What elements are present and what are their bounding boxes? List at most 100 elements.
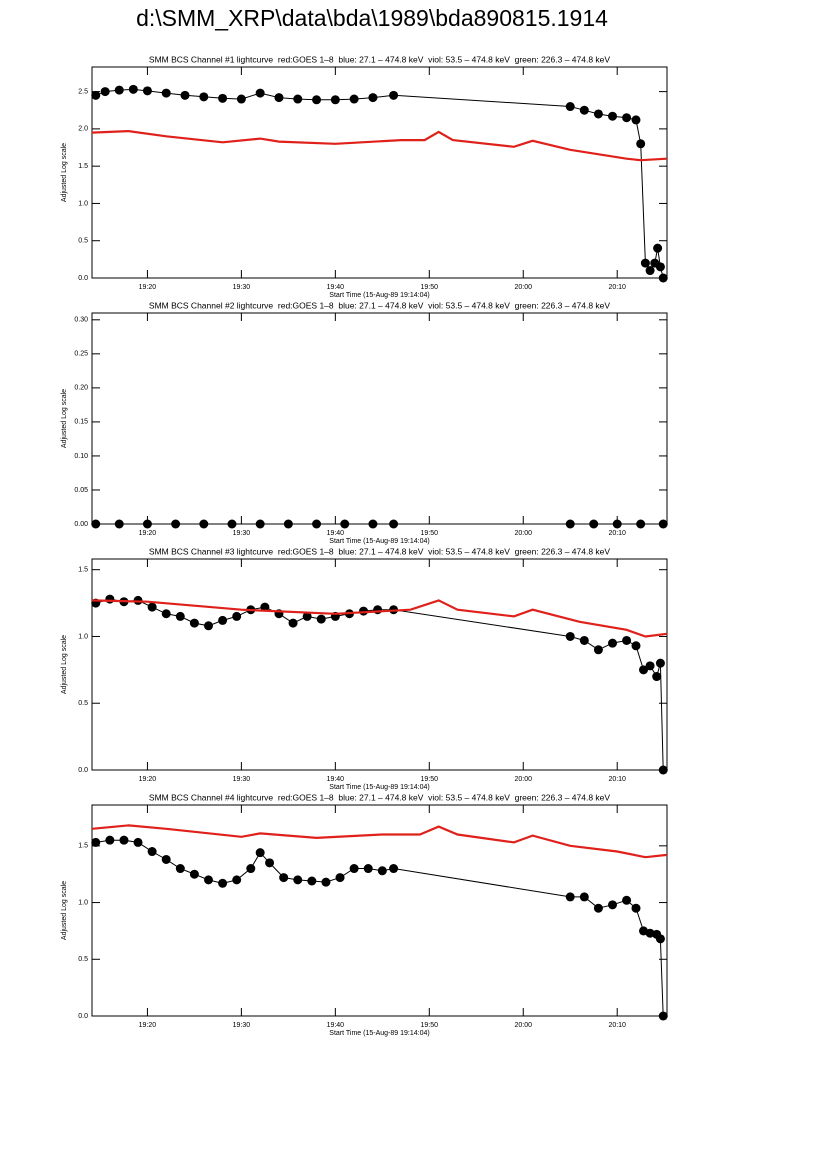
x-tick-label: 20:10 — [608, 530, 626, 537]
x-tick-label: 20:00 — [514, 1022, 532, 1029]
data-point — [161, 88, 171, 98]
x-tick-label: 20:10 — [608, 1022, 626, 1029]
data-point — [218, 615, 228, 625]
series-line — [95, 598, 664, 771]
data-point — [255, 88, 265, 98]
data-point — [246, 864, 256, 874]
chart-title: SMM BCS Channel #3 lightcurve red:GOES 1… — [149, 546, 611, 556]
data-point — [189, 869, 199, 879]
data-point — [658, 1011, 668, 1021]
data-point — [636, 139, 646, 149]
y-tick-label: 0.5 — [78, 956, 88, 963]
data-point — [119, 835, 129, 845]
data-point — [645, 266, 655, 276]
data-point — [133, 837, 143, 847]
data-point — [175, 864, 185, 874]
data-point — [91, 519, 101, 529]
y-tick-label: 0.5 — [78, 700, 88, 707]
data-point — [204, 621, 214, 631]
y-tick-label: 2.0 — [78, 126, 88, 133]
y-tick-label: 2.5 — [78, 88, 88, 95]
x-tick-label: 20:00 — [514, 530, 532, 537]
data-point — [189, 618, 199, 628]
data-point — [608, 111, 618, 121]
data-point — [218, 878, 228, 888]
page-title: d:\SMM_XRP\data\bda\1989\bda890815.1914 — [136, 5, 608, 31]
data-point — [204, 875, 214, 885]
data-point — [279, 873, 289, 883]
x-tick-label: 19:30 — [233, 530, 251, 537]
y-tick-label: 1.5 — [78, 567, 88, 574]
data-point — [631, 903, 641, 913]
y-tick-label: 0.05 — [74, 487, 88, 494]
data-point — [389, 90, 399, 100]
data-point — [645, 661, 655, 671]
data-point — [655, 262, 665, 272]
data-point — [608, 900, 618, 910]
data-point — [612, 519, 622, 529]
data-point — [232, 611, 242, 621]
data-point — [161, 854, 171, 864]
plot-frame — [91, 312, 668, 525]
x-axis-label: Start Time (15-Aug-89 19:14:04) — [329, 292, 429, 299]
data-point — [114, 519, 124, 529]
data-point — [377, 866, 387, 876]
y-tick-label: 1.5 — [78, 843, 88, 850]
data-point — [142, 86, 152, 96]
series-line — [91, 599, 668, 638]
data-point — [335, 873, 345, 883]
y-tick-label: 0.10 — [74, 453, 88, 460]
data-point — [579, 105, 589, 115]
y-tick-label: 0.00 — [74, 521, 88, 528]
x-tick-label: 20:00 — [514, 284, 532, 291]
y-tick-label: 1.0 — [78, 200, 88, 207]
data-point — [622, 113, 632, 123]
data-point — [175, 611, 185, 621]
data-point — [199, 92, 209, 102]
data-point — [639, 665, 649, 675]
series-line — [91, 824, 668, 859]
chart-title: SMM BCS Channel #2 lightcurve red:GOES 1… — [149, 300, 611, 310]
x-tick-label: 19:40 — [327, 776, 345, 783]
data-point — [105, 835, 115, 845]
data-point — [330, 95, 340, 105]
y-axis-label: Adjusted Log scale — [61, 389, 68, 448]
data-point — [373, 605, 383, 615]
y-axis-label: Adjusted Log scale — [61, 881, 68, 940]
y-tick-label: 0.15 — [74, 419, 88, 426]
data-point — [631, 641, 641, 651]
data-point — [91, 837, 101, 847]
data-point — [622, 895, 632, 905]
y-tick-label: 0.20 — [74, 385, 88, 392]
data-point — [565, 102, 575, 112]
x-tick-label: 19:20 — [139, 530, 157, 537]
data-point — [658, 519, 668, 529]
data-point — [114, 85, 124, 95]
x-axis-label: Start Time (15-Aug-89 19:14:04) — [329, 784, 429, 791]
x-tick-label: 19:30 — [233, 284, 251, 291]
data-point — [302, 611, 312, 621]
plot-frame — [91, 804, 668, 1017]
y-tick-label: 0.0 — [78, 1013, 88, 1020]
data-point — [180, 90, 190, 100]
plot-frame — [91, 558, 668, 771]
x-tick-label: 20:10 — [608, 776, 626, 783]
y-tick-label: 1.5 — [78, 163, 88, 170]
data-point — [274, 93, 284, 103]
series-line — [95, 88, 664, 279]
data-point — [565, 892, 575, 902]
plot-frame — [91, 66, 668, 279]
data-point — [658, 273, 668, 283]
y-tick-label: 0.0 — [78, 275, 88, 282]
data-point — [312, 519, 322, 529]
data-point — [105, 594, 115, 604]
chart-title: SMM BCS Channel #4 lightcurve red:GOES 1… — [149, 792, 611, 802]
data-point — [593, 109, 603, 119]
chart-title: SMM BCS Channel #1 lightcurve red:GOES 1… — [149, 54, 611, 64]
data-point — [368, 519, 378, 529]
x-tick-label: 19:50 — [421, 530, 439, 537]
data-point — [218, 93, 228, 103]
y-tick-label: 1.0 — [78, 899, 88, 906]
x-tick-label: 20:00 — [514, 776, 532, 783]
